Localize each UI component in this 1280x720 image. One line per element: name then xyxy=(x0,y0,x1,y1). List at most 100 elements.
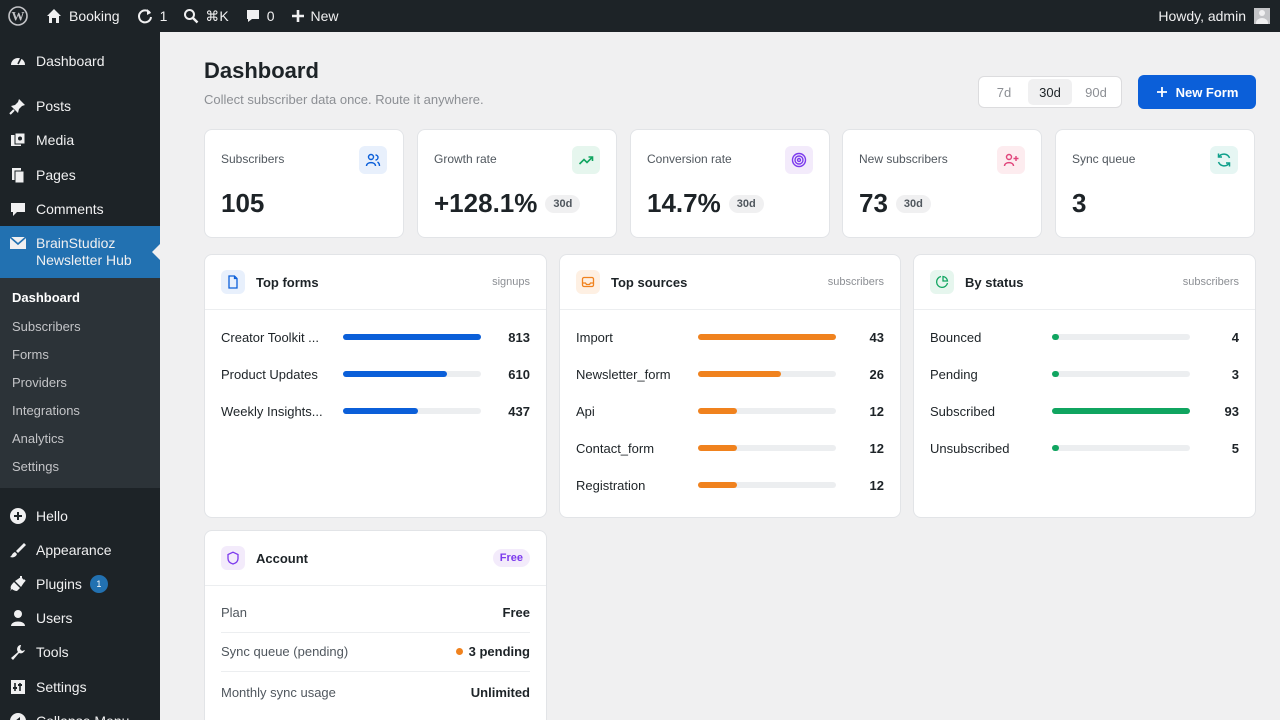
submenu-analytics[interactable]: Analytics xyxy=(12,431,65,446)
sidebar-item-label: Users xyxy=(36,610,73,626)
wordpress-logo-button[interactable]: W xyxy=(0,0,37,32)
brush-icon xyxy=(0,541,36,559)
sidebar-item-label-2: Newsletter Hub xyxy=(36,252,132,268)
updates-link[interactable]: 1 xyxy=(128,0,176,32)
status-row[interactable]: Unsubscribed 5 xyxy=(930,438,1239,458)
trending-up-icon xyxy=(572,146,600,174)
panel-meta: signups xyxy=(492,276,530,288)
new-label: New xyxy=(310,8,339,24)
top-sources-row[interactable]: Contact_form 12 xyxy=(576,438,884,458)
sidebar-item-label: Settings xyxy=(36,679,87,695)
row-label: Import xyxy=(576,329,613,345)
site-name-link[interactable]: Booking xyxy=(37,0,128,32)
sidebar-item-posts[interactable]: Posts xyxy=(0,95,160,117)
account-menu[interactable]: Howdy, admin xyxy=(1150,0,1280,32)
row-value: 12 xyxy=(869,477,884,493)
account-row-plan: Plan Free xyxy=(221,593,530,633)
new-content-link[interactable]: New xyxy=(283,0,347,32)
stat-value: 14.7% xyxy=(647,188,721,218)
range-90d-button[interactable]: 90d xyxy=(1085,84,1107,100)
account-panel: Account Free Plan Free Sync queue (pendi… xyxy=(204,530,547,720)
sidebar-item-plugins[interactable]: Plugins 1 xyxy=(0,573,160,595)
sidebar-item-comments[interactable]: Comments xyxy=(0,198,160,220)
sidebar-item-media[interactable]: Media xyxy=(0,129,160,151)
comment-icon xyxy=(0,200,36,218)
row-bar xyxy=(1052,445,1059,451)
row-label: Bounced xyxy=(930,329,982,345)
status-row[interactable]: Subscribed 93 xyxy=(930,401,1239,421)
account-row-sync-usage: Monthly sync usage Unlimited xyxy=(221,672,530,712)
row-value: 4 xyxy=(1231,329,1239,345)
sidebar-item-label: Hello xyxy=(36,508,68,524)
row-label: Pending xyxy=(930,366,978,382)
user-icon xyxy=(0,609,36,627)
pending-dot-icon xyxy=(455,648,463,655)
row-value: 12 xyxy=(869,440,884,456)
top-sources-row[interactable]: Api 12 xyxy=(576,401,884,421)
new-form-label: New Form xyxy=(1175,84,1239,100)
new-form-button[interactable]: New Form xyxy=(1138,75,1256,109)
sidebar-item-label: Pages xyxy=(36,167,76,183)
sidebar-collapse-menu[interactable]: Collapse Menu xyxy=(0,710,160,720)
top-sources-row[interactable]: Newsletter_form 26 xyxy=(576,364,884,384)
sidebar-item-users[interactable]: Users xyxy=(0,607,160,629)
row-bar xyxy=(343,408,418,414)
sidebar-item-newsletter-hub[interactable]: BrainStudioz Newsletter Hub xyxy=(0,226,160,278)
pages-icon xyxy=(0,166,36,184)
date-range-toggle: 7d 30d 90d xyxy=(978,76,1122,108)
comments-count: 0 xyxy=(266,8,275,24)
sidebar-item-label: Posts xyxy=(36,98,72,114)
sidebar-item-settings[interactable]: Settings xyxy=(0,676,160,698)
submenu-forms[interactable]: Forms xyxy=(12,347,49,362)
inbox-icon xyxy=(576,270,600,294)
by-status-panel: By status subscribers Bounced 4 Pending … xyxy=(913,254,1256,518)
stat-label: Sync queue xyxy=(1072,152,1136,166)
howdy-text: Howdy, admin xyxy=(1158,8,1246,24)
panel-title: Account xyxy=(256,550,308,566)
sidebar-item-tools[interactable]: Tools xyxy=(0,641,160,663)
search-link[interactable]: ⌘K xyxy=(175,0,236,32)
period-pill: 30d xyxy=(895,194,931,213)
status-row[interactable]: Bounced 4 xyxy=(930,327,1239,347)
submenu-providers[interactable]: Providers xyxy=(12,375,67,390)
sidebar-item-pages[interactable]: Pages xyxy=(0,164,160,186)
top-sources-row[interactable]: Import 43 xyxy=(576,327,884,347)
site-name: Booking xyxy=(69,8,120,24)
panel-title: Top sources xyxy=(611,274,688,290)
envelope-icon xyxy=(0,226,36,250)
sidebar-item-hello[interactable]: Hello xyxy=(0,505,160,527)
comments-link[interactable]: 0 xyxy=(237,0,283,32)
row-bar xyxy=(1052,408,1190,414)
panel-meta: subscribers xyxy=(1182,276,1239,288)
stat-label: Conversion rate xyxy=(647,152,732,166)
top-forms-row[interactable]: Weekly Insights... 437 xyxy=(221,401,530,421)
dashboard-icon xyxy=(0,52,36,70)
submenu-settings[interactable]: Settings xyxy=(12,459,59,474)
main-content: Dashboard Collect subscriber data once. … xyxy=(160,32,1280,720)
plus-circle-icon xyxy=(0,507,36,525)
range-7d-button[interactable]: 7d xyxy=(996,84,1012,100)
sidebar-item-dashboard[interactable]: Dashboard xyxy=(0,50,160,72)
submenu-integrations[interactable]: Integrations xyxy=(12,403,80,418)
status-row[interactable]: Pending 3 xyxy=(930,364,1239,384)
top-forms-row[interactable]: Product Updates 610 xyxy=(221,364,530,384)
users-icon xyxy=(359,146,387,174)
range-30d-button[interactable]: 30d xyxy=(1028,79,1072,105)
row-label: Contact_form xyxy=(576,440,655,456)
top-forms-row[interactable]: Creator Toolkit ... 813 xyxy=(221,327,530,347)
pie-chart-icon xyxy=(930,270,954,294)
row-label: Unsubscribed xyxy=(930,440,1010,456)
row-bar xyxy=(1052,334,1059,340)
top-sources-row[interactable]: Registration 12 xyxy=(576,475,884,495)
sidebar-item-appearance[interactable]: Appearance xyxy=(0,539,160,561)
admin-bar: W Booking 1 ⌘K 0 New Howdy, admin xyxy=(0,0,1280,32)
stat-value: 3 xyxy=(1072,188,1087,218)
row-label: Weekly Insights... xyxy=(221,403,323,419)
stat-label: Subscribers xyxy=(221,152,285,166)
sidebar-item-label: Appearance xyxy=(36,542,112,558)
row-label: Api xyxy=(576,403,595,419)
submenu-dashboard[interactable]: Dashboard xyxy=(12,290,80,305)
submenu-subscribers[interactable]: Subscribers xyxy=(12,319,81,334)
sidebar-item-label: Plugins xyxy=(36,576,82,592)
search-icon xyxy=(184,9,199,24)
